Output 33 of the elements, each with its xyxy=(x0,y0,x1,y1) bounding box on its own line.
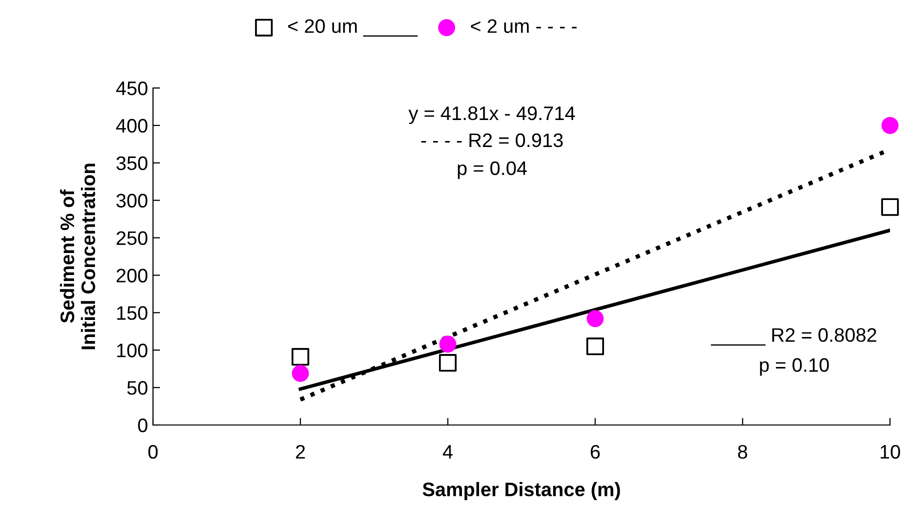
legend-label: < 2 um - - - - xyxy=(470,19,577,33)
annotation: p = 0.04 xyxy=(458,161,527,179)
x-tick-label: 6 xyxy=(590,444,600,459)
y-tick-label: 200 xyxy=(116,268,148,282)
annotation: y = 41.81x - 49.714 xyxy=(408,106,575,124)
point xyxy=(881,198,899,216)
y-tick-label: 50 xyxy=(127,381,148,395)
point xyxy=(881,116,899,134)
y-tick-label: 400 xyxy=(116,118,148,133)
y-tick-label: 0 xyxy=(138,418,148,432)
x-axis-title: Sampler Distance (m) xyxy=(422,482,620,500)
x-tick-label: 0 xyxy=(148,444,158,459)
point xyxy=(586,338,604,356)
point xyxy=(438,354,457,372)
x-tick-label: 4 xyxy=(442,445,453,459)
annotation: - - - - R2 = 0.913 xyxy=(421,133,563,148)
point xyxy=(439,336,456,353)
y-tick-label: 150 xyxy=(117,306,148,320)
y-tick-label: 100 xyxy=(117,344,148,358)
point xyxy=(292,348,310,366)
point xyxy=(292,364,309,382)
y-tick-label: 250 xyxy=(116,231,148,246)
y-tick-label: 450 xyxy=(116,81,148,96)
annotation: p = 0.10 xyxy=(760,358,829,376)
x-tick-label: 10 xyxy=(880,444,900,459)
y-tick-label: 350 xyxy=(116,156,148,170)
x-tick-label: 2 xyxy=(296,444,305,459)
legend-label: < 20 um _____ xyxy=(288,19,418,37)
y-axis-title: Sediment % of Initial Concentration xyxy=(60,164,96,350)
y-tick-label: 300 xyxy=(116,194,148,208)
point xyxy=(586,310,604,328)
annotation: _____ R2 = 0.8082 xyxy=(710,328,876,346)
x-tick-label: 8 xyxy=(738,444,748,459)
